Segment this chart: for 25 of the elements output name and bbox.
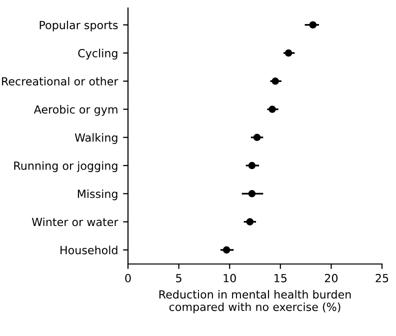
point	[248, 190, 256, 198]
y-tick-label: Popular sports	[40, 20, 118, 32]
point	[309, 21, 317, 29]
x-tick-label: 0	[125, 274, 131, 282]
x-tick-label: 25	[376, 274, 388, 282]
y-tick-label: Winter or water	[32, 218, 118, 226]
y-tick-label: Missing	[78, 189, 118, 200]
x-tick-label: 10	[224, 274, 236, 282]
y-tick-label: Running or jogging	[14, 161, 118, 172]
point	[268, 106, 276, 113]
point	[284, 49, 292, 57]
point	[246, 218, 254, 226]
x-axis-title: Reduction in mental health burden compared with no exercise (%)	[159, 290, 351, 314]
y-tick-label: Aerobic or gym	[34, 105, 118, 116]
point	[272, 78, 279, 85]
point	[248, 162, 256, 170]
y-tick-label: Household	[60, 246, 118, 254]
y-tick-label: Walking	[74, 133, 118, 144]
y-tick-label: Recreational or other	[2, 76, 118, 86]
x-tick-label: 15	[274, 274, 286, 282]
y-tick-label: Cycling	[78, 48, 118, 60]
x-tick-label: 20	[324, 274, 338, 282]
point	[222, 246, 230, 254]
point	[253, 134, 261, 142]
x-tick-label: 5	[176, 274, 182, 282]
